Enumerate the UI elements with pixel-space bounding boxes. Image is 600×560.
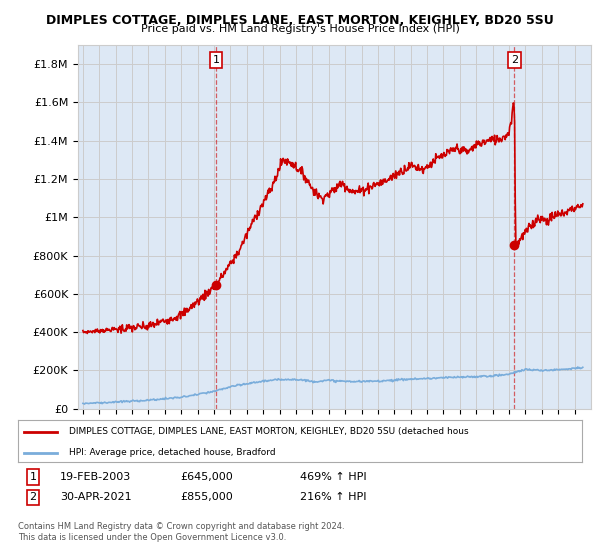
Text: 216% ↑ HPI: 216% ↑ HPI — [300, 492, 367, 502]
Text: HPI: Average price, detached house, Bradford: HPI: Average price, detached house, Brad… — [69, 448, 275, 458]
Text: DIMPLES COTTAGE, DIMPLES LANE, EAST MORTON, KEIGHLEY, BD20 5SU: DIMPLES COTTAGE, DIMPLES LANE, EAST MORT… — [46, 14, 554, 27]
Text: DIMPLES COTTAGE, DIMPLES LANE, EAST MORTON, KEIGHLEY, BD20 5SU (detached hous: DIMPLES COTTAGE, DIMPLES LANE, EAST MORT… — [69, 427, 469, 436]
Text: 2: 2 — [29, 492, 37, 502]
Text: 30-APR-2021: 30-APR-2021 — [60, 492, 131, 502]
Text: Price paid vs. HM Land Registry's House Price Index (HPI): Price paid vs. HM Land Registry's House … — [140, 24, 460, 34]
Text: 1: 1 — [29, 472, 37, 482]
Text: Contains HM Land Registry data © Crown copyright and database right 2024.: Contains HM Land Registry data © Crown c… — [18, 522, 344, 531]
Text: 2: 2 — [511, 55, 518, 65]
Text: 469% ↑ HPI: 469% ↑ HPI — [300, 472, 367, 482]
Text: 19-FEB-2003: 19-FEB-2003 — [60, 472, 131, 482]
Text: This data is licensed under the Open Government Licence v3.0.: This data is licensed under the Open Gov… — [18, 533, 286, 542]
Text: £645,000: £645,000 — [180, 472, 233, 482]
Text: 1: 1 — [212, 55, 220, 65]
Text: £855,000: £855,000 — [180, 492, 233, 502]
